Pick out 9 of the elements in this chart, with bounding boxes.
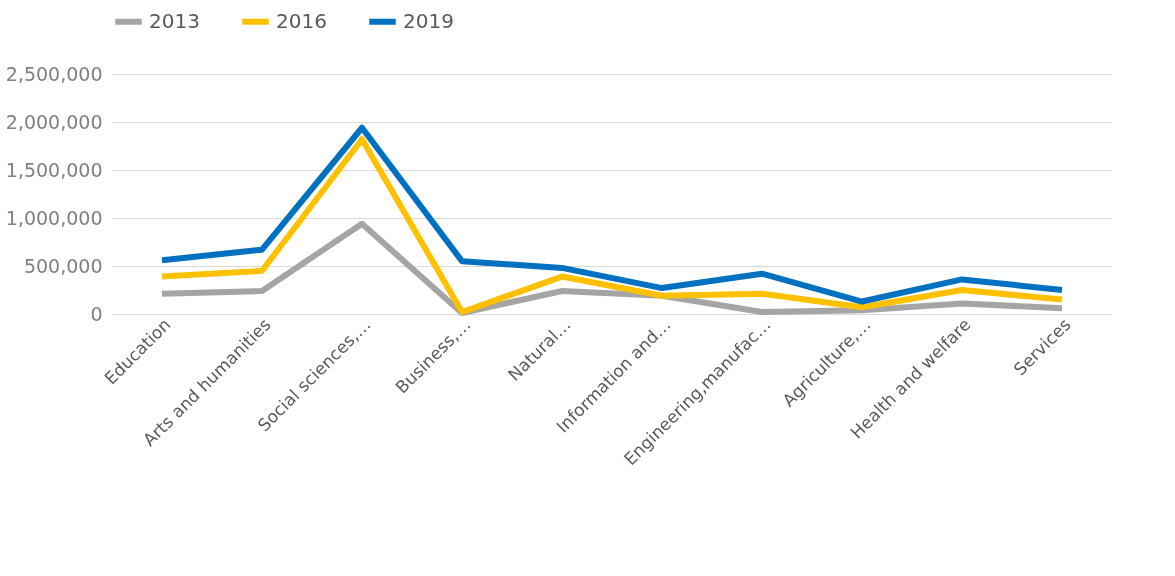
y-tick-label: 2,000,000 [5, 110, 103, 133]
y-tick-label: 0 [90, 302, 103, 325]
legend-label: 2019 [403, 8, 454, 33]
legend-label: 2016 [276, 8, 327, 33]
y-tick-label: 2,500,000 [5, 62, 103, 85]
y-tick-label: 500,000 [23, 254, 103, 277]
y-tick-label: 1,000,000 [5, 206, 103, 229]
y-tick-label: 1,500,000 [5, 158, 103, 181]
legend-label: 2013 [149, 8, 200, 33]
